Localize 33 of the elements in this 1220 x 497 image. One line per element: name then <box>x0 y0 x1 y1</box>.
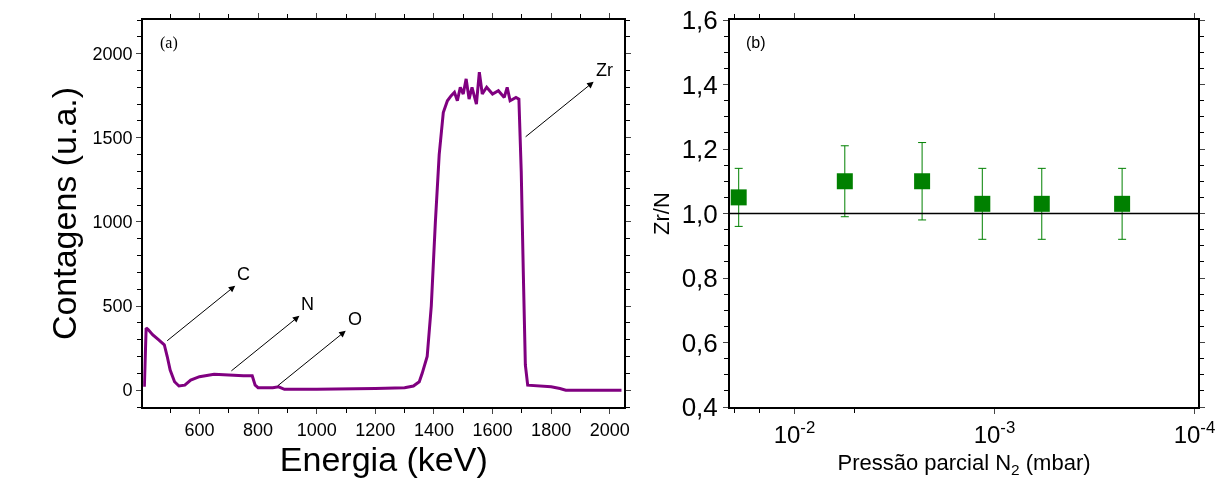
y-tick-label: 1,0 <box>681 198 718 229</box>
x-tick-label: 10$^{-3}$ <box>973 417 1016 448</box>
y-tick-label: 0 <box>122 380 133 401</box>
y-tick-label: 1000 <box>92 212 133 233</box>
annotation: (a) <box>160 34 178 52</box>
y-tick-label: 1,4 <box>681 69 718 100</box>
y-tick-label: 500 <box>102 296 133 317</box>
x-tick-label: 10$^{-2}$ <box>773 417 816 448</box>
x-tick-label: 1000 <box>296 419 337 440</box>
y-tick-label: 1,2 <box>681 134 718 165</box>
x-axis-title: Pressão parcial N$_{2}$ (mbar) <box>837 450 1091 478</box>
y-tick-label: 1500 <box>92 128 133 149</box>
y-axis-title: Zr/N <box>648 192 674 235</box>
annotation: (b) <box>746 34 766 51</box>
x-tick-label: 1400 <box>413 419 454 440</box>
x-tick-label: 600 <box>184 419 215 440</box>
x-tick-label: 10$^{-4}$ <box>1173 417 1216 448</box>
x-tick-label: 2000 <box>589 419 630 440</box>
x-axis-title: Energia (keV) <box>279 439 488 478</box>
y-axis-title: Contagens (u.a.) <box>44 86 83 341</box>
y-tick-label: 1,6 <box>681 5 718 36</box>
x-tick-label: 1200 <box>355 419 396 440</box>
y-tick-label: 2000 <box>92 43 133 64</box>
x-tick-label: 1800 <box>531 419 572 440</box>
x-tick-label: 800 <box>243 419 274 440</box>
y-tick-label: 0,6 <box>681 327 718 358</box>
annotation: C <box>237 264 250 284</box>
y-tick-label: 0,8 <box>681 263 718 294</box>
annotation: Zr <box>596 60 613 80</box>
annotation: N <box>301 294 314 314</box>
x-tick-label: 1600 <box>472 419 513 440</box>
y-tick-label: 0,4 <box>681 392 718 423</box>
annotation: O <box>348 309 363 329</box>
